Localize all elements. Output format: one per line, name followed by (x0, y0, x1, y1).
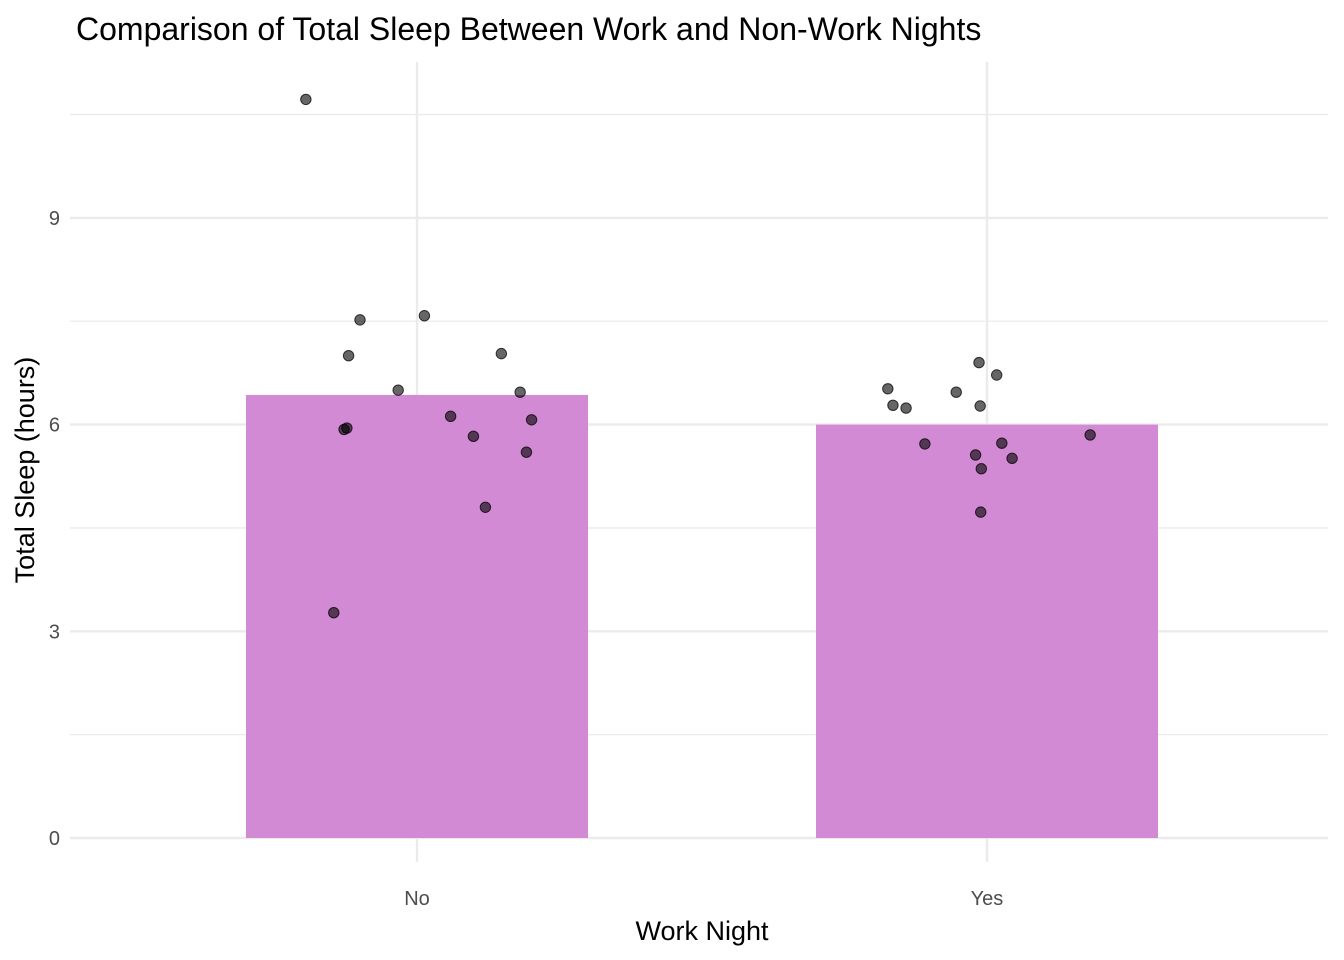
data-point (975, 506, 987, 518)
bars (246, 394, 1158, 838)
data-points (300, 93, 1096, 619)
data-point (975, 462, 987, 475)
y-axis-title: Total Sleep (hours) (10, 357, 40, 584)
data-point (495, 347, 508, 360)
y-tick-label: 3 (49, 621, 60, 643)
bar-yes (816, 424, 1158, 838)
data-point (354, 314, 366, 326)
data-point (887, 399, 899, 412)
chart-title: Comparison of Total Sleep Between Work a… (76, 11, 981, 47)
data-point (973, 356, 985, 369)
data-point (974, 400, 986, 412)
data-point (882, 383, 894, 395)
data-point (969, 449, 982, 461)
data-point (444, 410, 457, 423)
data-point (300, 93, 312, 106)
x-axis-ticks: No Yes (404, 888, 1003, 910)
y-axis-ticks: 0 3 6 9 (49, 208, 60, 850)
x-axis-title: Work Night (635, 916, 769, 946)
data-point (1006, 452, 1018, 465)
data-point (520, 446, 533, 458)
data-point (990, 369, 1003, 381)
data-point (479, 501, 492, 513)
data-point (342, 350, 355, 362)
y-tick-label: 6 (49, 415, 60, 437)
data-point (900, 402, 912, 414)
data-point (467, 430, 480, 443)
data-point (525, 414, 538, 426)
data-point (328, 606, 340, 619)
data-point (514, 386, 526, 398)
data-point (996, 437, 1008, 449)
y-tick-label: 0 (49, 828, 60, 850)
bar-no (246, 394, 588, 838)
data-point (919, 438, 931, 450)
x-tick-label: Yes (971, 888, 1004, 910)
data-point (950, 386, 962, 398)
data-point (1084, 429, 1096, 441)
data-point (392, 384, 404, 396)
data-point (341, 422, 353, 434)
data-point (418, 310, 431, 322)
y-tick-label: 9 (49, 208, 60, 230)
x-tick-label: No (404, 888, 430, 910)
